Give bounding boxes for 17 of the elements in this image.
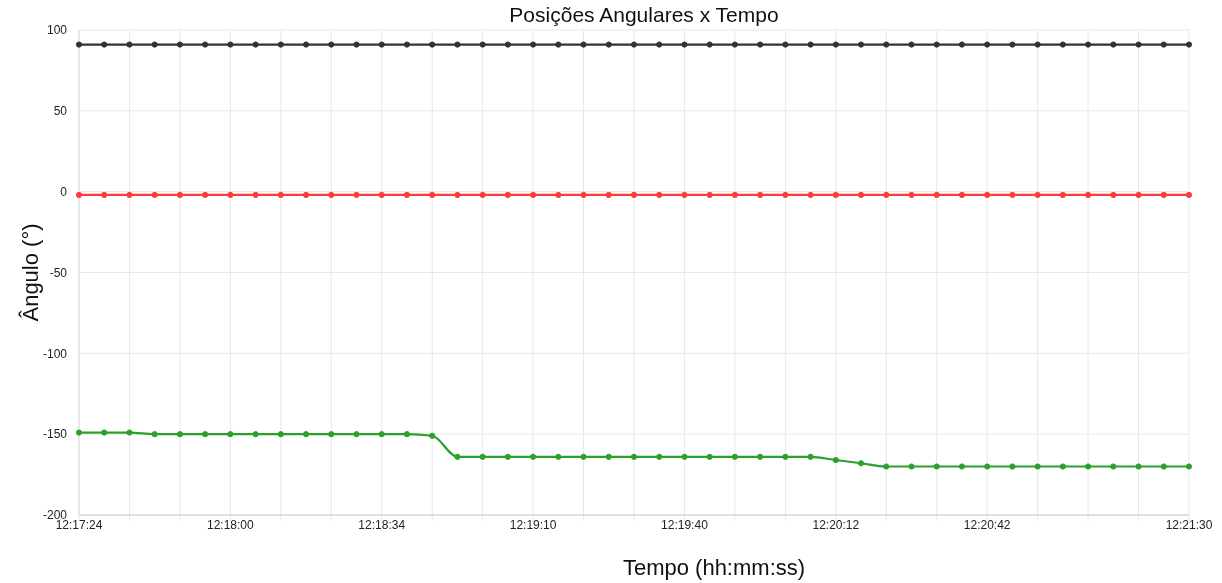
y-tick-label: -50 xyxy=(49,265,68,280)
y-tick-label: -150 xyxy=(42,427,68,442)
y-tick-label: 50 xyxy=(53,104,68,119)
x-tick-label: 12:20:42 xyxy=(963,518,1011,532)
y-tick-label: 100 xyxy=(46,23,68,38)
x-tick-label: 12:19:10 xyxy=(509,518,557,532)
chart-title: Posições Angulares x Tempo xyxy=(509,3,779,26)
x-tick-label: 12:20:12 xyxy=(812,518,860,532)
x-tick-label: 12:19:40 xyxy=(661,518,709,532)
x-tick-label: 12:18:00 xyxy=(207,518,255,532)
x-tick-label: 12:18:34 xyxy=(358,518,406,532)
x-tick-label: 12:17:24 xyxy=(55,518,103,532)
x-tick-label: 12:21:30 xyxy=(1165,518,1213,532)
y-tick-label: -100 xyxy=(42,346,68,361)
y-axis-title: Ângulo (°) xyxy=(18,223,43,322)
x-axis-title: Tempo (hh:mm:ss) xyxy=(622,555,806,580)
y-tick-label: 0 xyxy=(60,184,68,199)
